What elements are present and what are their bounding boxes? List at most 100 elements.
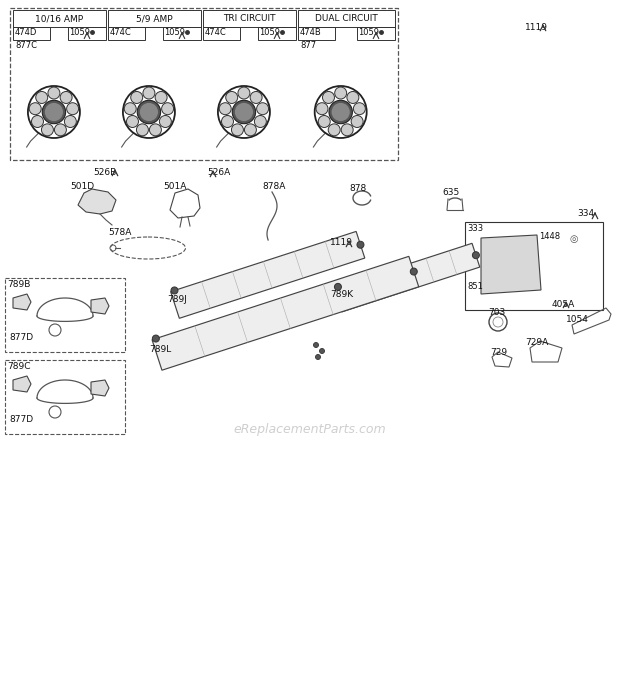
Circle shape [357,241,364,248]
Circle shape [66,103,79,114]
Circle shape [484,262,492,270]
Text: 1054: 1054 [566,315,589,324]
Circle shape [124,103,136,114]
Circle shape [484,246,492,254]
Circle shape [316,103,328,114]
Text: 501D: 501D [70,182,94,191]
Circle shape [218,86,270,138]
Circle shape [42,100,66,123]
Circle shape [64,116,76,128]
Polygon shape [170,231,365,318]
Text: 1059: 1059 [358,28,379,37]
Circle shape [48,87,60,99]
Text: 851: 851 [467,282,483,291]
Circle shape [28,86,80,138]
Circle shape [137,100,161,123]
Text: 789J: 789J [167,295,187,304]
Circle shape [353,103,365,114]
Text: 789L: 789L [149,345,171,354]
Text: 878: 878 [349,184,366,193]
Circle shape [319,349,324,353]
Circle shape [341,124,353,136]
Circle shape [162,103,174,114]
Text: 5/9 AMP: 5/9 AMP [136,14,173,23]
Circle shape [126,116,138,128]
Circle shape [219,103,231,114]
Circle shape [60,91,72,103]
Text: 635: 635 [442,188,459,197]
Polygon shape [13,294,31,310]
Polygon shape [91,380,109,396]
Circle shape [314,342,319,347]
Text: 526B: 526B [93,168,117,177]
Circle shape [131,91,143,103]
Circle shape [238,87,250,99]
Circle shape [318,116,330,128]
Text: 789K: 789K [330,290,353,299]
Circle shape [250,91,262,103]
Circle shape [42,124,53,136]
Text: 789C: 789C [7,362,30,371]
Text: 877D: 877D [9,333,33,342]
Text: 789B: 789B [7,280,30,289]
Circle shape [244,124,257,136]
Circle shape [335,87,347,99]
Text: 474D: 474D [15,28,37,37]
Text: eReplacementParts.com: eReplacementParts.com [234,423,386,437]
Circle shape [351,116,363,128]
Polygon shape [13,376,31,392]
Text: 877C: 877C [15,41,37,50]
Text: 1059: 1059 [259,28,280,37]
Text: 878A: 878A [262,182,285,191]
Circle shape [45,103,63,121]
Circle shape [143,87,155,99]
Text: TRI CIRCUIT: TRI CIRCUIT [223,14,276,23]
Text: 474C: 474C [205,28,227,37]
Circle shape [316,355,321,360]
Text: 877: 877 [300,41,316,50]
Text: 1059: 1059 [69,28,90,37]
Text: 1119: 1119 [330,238,353,247]
Circle shape [36,91,48,103]
Text: 703: 703 [488,308,505,317]
Circle shape [410,268,417,275]
Circle shape [329,100,352,123]
Circle shape [123,86,175,138]
Text: 405A: 405A [552,300,575,309]
Circle shape [140,103,158,121]
Polygon shape [481,235,541,294]
Circle shape [136,124,148,136]
Circle shape [322,91,334,103]
Text: 501A: 501A [163,182,187,191]
Circle shape [235,103,253,121]
Polygon shape [152,256,418,370]
Text: 729A: 729A [525,338,548,347]
Circle shape [472,252,479,258]
Circle shape [334,283,342,290]
Circle shape [159,116,171,128]
Polygon shape [91,298,109,314]
Text: 1059: 1059 [164,28,185,37]
Text: 877D: 877D [9,415,33,424]
Text: 474B: 474B [300,28,322,37]
Polygon shape [334,243,480,312]
Circle shape [221,116,234,128]
Text: 1448: 1448 [539,232,560,241]
Circle shape [315,86,366,138]
Circle shape [149,124,161,136]
Text: 578A: 578A [108,228,131,237]
Text: 474C: 474C [110,28,131,37]
Polygon shape [78,189,116,214]
Circle shape [347,91,359,103]
Circle shape [29,103,41,114]
Circle shape [232,100,255,123]
Circle shape [226,91,237,103]
Circle shape [32,116,43,128]
Circle shape [231,124,244,136]
Circle shape [153,335,159,342]
Text: ◎: ◎ [570,234,578,244]
Circle shape [328,124,340,136]
Circle shape [55,124,66,136]
Text: 526A: 526A [207,168,230,177]
Circle shape [332,103,350,121]
